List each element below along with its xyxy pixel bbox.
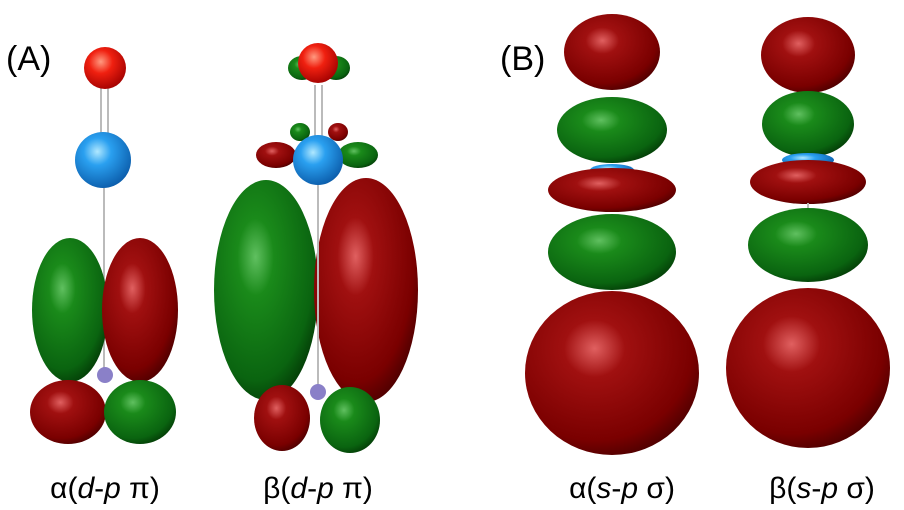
caption-part: σ) (638, 472, 675, 505)
caption-part: s (796, 472, 811, 505)
panel-label: (A) (6, 40, 51, 78)
orbital-caption: α(s-p σ) (569, 472, 675, 505)
caption-part: p (103, 472, 121, 505)
caption-part: - (307, 472, 317, 505)
caption-part: α( (50, 472, 77, 505)
orbital-a-alpha (30, 47, 178, 444)
orbital-b-beta (726, 17, 890, 448)
panel-label: (B) (500, 40, 545, 78)
caption-part: - (611, 472, 621, 505)
orbital-caption: β(d-p π) (263, 472, 373, 505)
caption-part: p (620, 472, 638, 505)
orbital-a-beta (214, 43, 418, 453)
caption-part: β( (263, 472, 290, 505)
caption-part: d (77, 472, 95, 505)
caption-part: π) (121, 472, 160, 505)
caption-part: - (94, 472, 104, 505)
caption-part: d (290, 472, 308, 505)
captions: α(d-p π) β(d-p π) α(s-p σ) β(s-p σ) (50, 472, 875, 505)
caption-part: - (811, 472, 821, 505)
orbital-caption: α(d-p π) (50, 472, 160, 505)
caption-part: s (596, 472, 611, 505)
orbital-b-alpha (525, 14, 699, 455)
caption-part: p (820, 472, 838, 505)
caption-part: π) (334, 472, 373, 505)
orbital-caption: β(s-p σ) (769, 472, 875, 505)
caption-part: σ) (838, 472, 875, 505)
caption-part: p (316, 472, 334, 505)
caption-part: α( (569, 472, 596, 505)
caption-part: β( (769, 472, 796, 505)
